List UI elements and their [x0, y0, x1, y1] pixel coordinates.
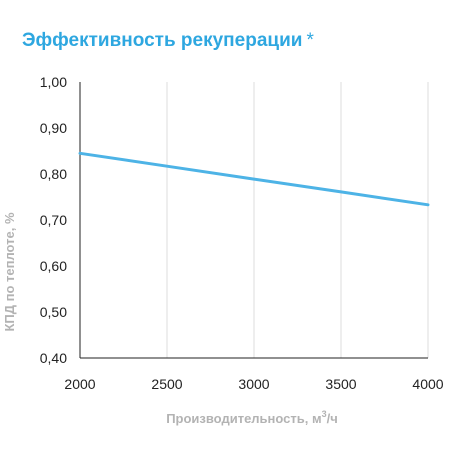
y-tick-label: 1,00	[40, 74, 67, 90]
y-tick-label: 0,70	[40, 212, 67, 228]
x-axis-title-superscript: 3	[322, 409, 327, 419]
x-tick-label: 4000	[412, 376, 443, 392]
x-tick-label: 2500	[151, 376, 182, 392]
x-tick-label: 2000	[64, 376, 95, 392]
axes	[79, 82, 428, 359]
grid-lines	[166, 82, 429, 358]
x-tick-label: 3500	[325, 376, 356, 392]
chart-title-asterisk: *	[306, 30, 314, 51]
series-group	[78, 151, 430, 207]
y-tick-label: 0,40	[40, 350, 67, 366]
x-axis-title: Производительность, м3/ч	[166, 409, 338, 426]
y-tick-label: 0,50	[40, 304, 67, 320]
x-axis-title-unit: /ч	[327, 411, 338, 426]
y-tick-labels: 0,40 0,50 0,60 0,70 0,80 0,90 1,00	[40, 74, 67, 366]
x-axis-title-base: Производительность, м	[166, 411, 321, 426]
x-tick-label: 3000	[238, 376, 269, 392]
y-tick-label: 0,80	[40, 166, 67, 182]
series-line	[78, 151, 430, 207]
chart-title-text: Эффективность рекуперации	[22, 30, 303, 51]
y-axis-title: КПД по теплоте, %	[2, 212, 17, 332]
chart-title: Эффективность рекуперации *	[22, 30, 314, 52]
x-tick-labels: 2000 2500 3000 3500 4000	[64, 376, 443, 392]
y-tick-label: 0,60	[40, 258, 67, 274]
y-tick-label: 0,90	[40, 120, 67, 136]
